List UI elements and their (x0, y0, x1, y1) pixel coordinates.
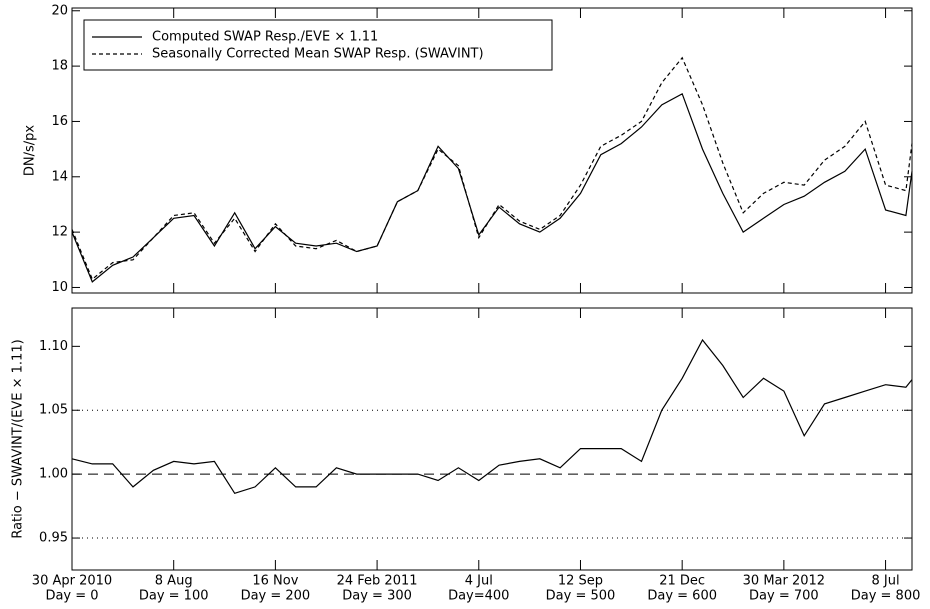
y-axis-label: Ratio − SWAVINT/(EVE × 1.11) (11, 339, 26, 538)
y-tick-label: 18 (51, 59, 68, 74)
y-tick-label: 1.05 (39, 403, 68, 418)
x-tick-sublabel: Day = 300 (342, 589, 412, 604)
x-tick-label: 16 Nov (252, 574, 298, 589)
data-line (71, 56, 913, 281)
legend-label: Seasonally Corrected Mean SWAP Resp. (SW… (152, 47, 484, 62)
plot-frame (71, 7, 913, 294)
y-tick-label: 10 (51, 280, 68, 295)
y-tick-label: 1.10 (39, 339, 68, 354)
x-tick-sublabel: Day = 500 (546, 589, 616, 604)
y-tick-label: 0.95 (39, 531, 68, 546)
x-tick-sublabel: Day = 600 (647, 589, 717, 604)
x-tick-label: 12 Sep (558, 574, 603, 589)
data-line (71, 338, 913, 495)
x-tick-sublabel: Day = 0 (45, 589, 98, 604)
x-tick-label: 30 Apr 2010 (32, 574, 112, 589)
x-tick-label: 8 Jul (872, 574, 900, 589)
y-tick-label: 12 (51, 225, 68, 240)
data-line (71, 92, 913, 283)
plot-frame (71, 307, 913, 571)
x-tick-label: 30 Mar 2012 (743, 574, 825, 589)
x-tick-sublabel: Day = 700 (749, 589, 819, 604)
x-tick-label: 24 Feb 2011 (337, 574, 418, 589)
y-tick-label: 14 (51, 169, 68, 184)
x-tick-label: 8 Aug (155, 574, 193, 589)
y-tick-label: 1.00 (39, 467, 68, 482)
y-tick-label: 20 (51, 3, 68, 18)
x-tick-sublabel: Day = 200 (241, 589, 311, 604)
x-tick-label: 4 Jul (465, 574, 493, 589)
legend-box (83, 19, 553, 71)
x-tick-sublabel: Day=400 (448, 589, 509, 604)
y-axis-label: DN/s/px (23, 125, 38, 177)
legend-label: Computed SWAP Resp./EVE × 1.11 (152, 30, 378, 45)
x-tick-sublabel: Day = 100 (139, 589, 209, 604)
x-tick-sublabel: Day = 800 (851, 589, 921, 604)
x-tick-label: 21 Dec (659, 574, 705, 589)
y-tick-label: 16 (51, 114, 68, 129)
